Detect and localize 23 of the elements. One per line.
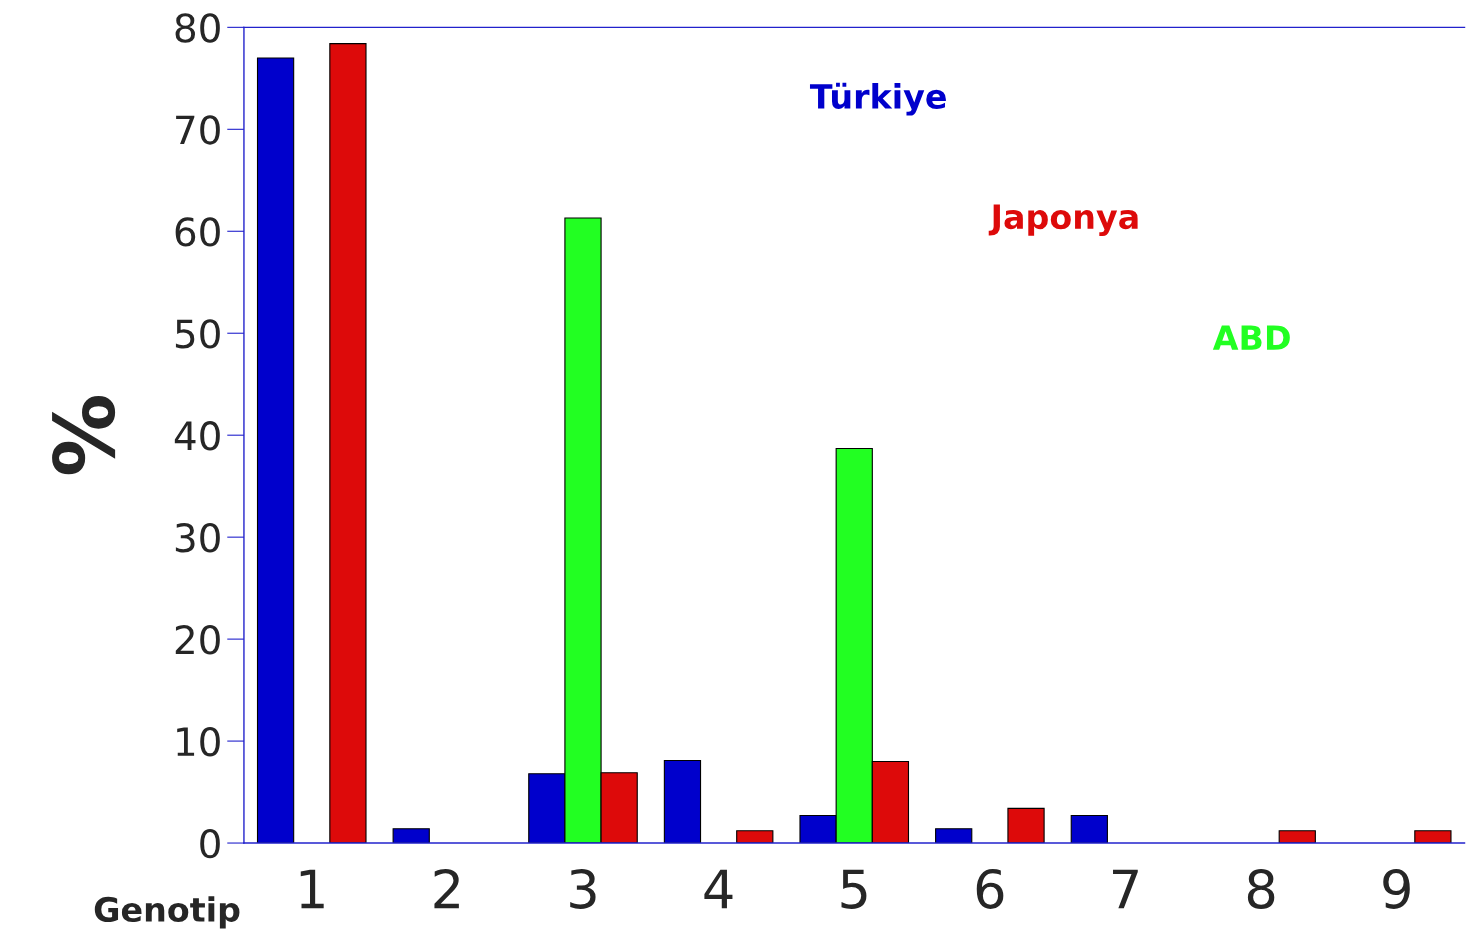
text: Japonya: [988, 204, 1138, 236]
text: ABD: [1212, 325, 1290, 350]
x-tick-label: 4: [704, 869, 733, 909]
y-tick-label: 80: [175, 13, 220, 43]
y-tick-label: 0: [200, 828, 220, 859]
x-tick-label: 7: [1113, 869, 1138, 909]
y-tick-label: 50: [175, 319, 220, 349]
x-tick-label: 5: [841, 869, 867, 909]
y-axis-title: %: [52, 396, 116, 475]
x-tick-label: 8: [1247, 868, 1275, 909]
x-tick-label: 6: [976, 868, 1004, 909]
x-axis-title: Genotip: [94, 896, 240, 929]
y-tick-label: 20: [175, 625, 220, 655]
y-tick-label: 10: [177, 726, 220, 757]
text: Türkiye: [809, 82, 946, 116]
y-tick-label: 70: [176, 115, 220, 145]
x-tick-label: 2: [434, 868, 459, 909]
y-tick-label: 40: [174, 421, 220, 451]
x-tick-label: 1: [300, 869, 324, 909]
y-tick-label: 60: [175, 217, 220, 247]
x-tick-label: 3: [570, 868, 596, 909]
x-tick-label: 9: [1383, 868, 1410, 909]
y-tick-label: 30: [175, 523, 220, 553]
